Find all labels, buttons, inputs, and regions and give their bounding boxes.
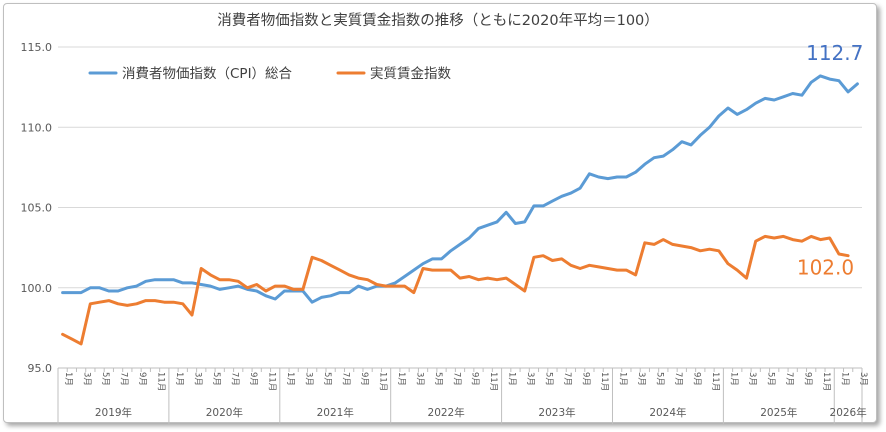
year-tick-label: 2024年 [649,406,686,419]
month-tick-label: 11月 [488,372,498,391]
legend-item-cpi[interactable]: 消費者物価指数（CPI）総合 [88,66,293,82]
real-wage-end-label: 102.0 [797,256,854,280]
year-tick-label: 2021年 [317,406,354,419]
month-tick-label: 3月 [525,372,535,386]
cpi-end-label: 112.7 [806,41,863,65]
month-tick-label: 11月 [710,372,720,391]
month-tick-label: 5月 [433,372,443,386]
month-tick-label: 1月 [396,372,406,386]
month-tick-label: 1月 [618,372,628,386]
cpi-line [61,74,859,304]
chart-frame [3,3,877,423]
month-tick-label: 1月 [285,372,295,386]
y-tick-label: 95.0 [28,362,53,375]
y-tick-label: 105.0 [21,202,53,215]
year-tick-label: 2019年 [95,406,132,419]
y-tick-label: 110.0 [21,121,53,134]
month-tick-label: 9月 [248,372,258,386]
month-tick-label: 3月 [636,372,646,386]
month-tick-label: 1月 [174,372,184,386]
month-tick-label: 3月 [858,372,868,386]
month-tick-label: 3月 [193,372,203,386]
end-labels: 112.7 102.0 [797,41,864,280]
y-tick-label: 115.0 [21,41,53,54]
month-tick-label: 7月 [562,372,572,386]
month-tick-label: 9月 [359,372,369,386]
legend-label: 実質賃金指数 [370,66,451,82]
x-axis: 1月 3月 5月 7月 9月 11月 1月 3月 5月 7月 9月 11月 1月 3月 5月 7月 9月 11月 1… [57,367,868,424]
month-tick-label: 5月 [544,372,554,386]
month-tick-label: 5月 [211,372,221,386]
month-tick-label: 9月 [470,372,480,386]
month-tick-label: 5月 [100,372,110,386]
year-tick-label: 2025年 [760,406,797,419]
month-tick-label: 11月 [377,372,387,391]
month-tick-label: 1月 [729,372,739,386]
month-tick-label: 9月 [581,372,591,386]
month-tick-label: 3月 [82,372,92,386]
month-tick-label: 5月 [765,372,775,386]
month-tick-label: 11月 [156,372,166,391]
month-tick-label: 7月 [229,372,239,386]
series-lines [61,74,859,346]
month-tick-label: 3月 [303,372,313,386]
month-tick-label: 1月 [839,372,849,386]
month-tick-label: 11月 [821,372,831,391]
month-tick-label: 7月 [340,372,350,386]
month-tick-label: 5月 [655,372,665,386]
month-tick-label: 9月 [137,372,147,386]
legend[interactable]: 消費者物価指数（CPI）総合 実質賃金指数 [88,66,451,82]
month-tick-label: 1月 [507,372,517,386]
month-tick-label: 11月 [266,372,276,391]
chart-title: 消費者物価指数と実質賃金指数の推移（ともに2020年平均＝100） [217,11,659,29]
year-tick-label: 2026年 [830,406,867,419]
month-tick-label: 9月 [802,372,812,386]
month-tick-label: 11月 [599,372,609,391]
year-tick-label: 2022年 [428,406,465,419]
gridlines [58,46,862,369]
real-wage-line [61,234,850,346]
month-tick-label: 5月 [322,372,332,386]
month-tick-label: 7月 [119,372,129,386]
month-tick-label: 9月 [692,372,702,386]
legend-item-real-wage[interactable]: 実質賃金指数 [336,66,451,82]
month-tick-label: 1月 [63,372,73,386]
month-tick-label: 7月 [784,372,794,386]
y-tick-label: 100.0 [21,282,53,295]
month-tick-label: 3月 [414,372,424,386]
month-tick-label: 7月 [451,372,461,386]
y-axis: 95.0 100.0 105.0 110.0 115.0 [21,41,53,375]
legend-label: 消費者物価指数（CPI）総合 [122,66,293,82]
year-tick-label: 2023年 [538,406,575,419]
month-tick-label: 3月 [747,372,757,386]
month-tick-label: 7月 [673,372,683,386]
year-tick-label: 2020年 [206,406,243,419]
